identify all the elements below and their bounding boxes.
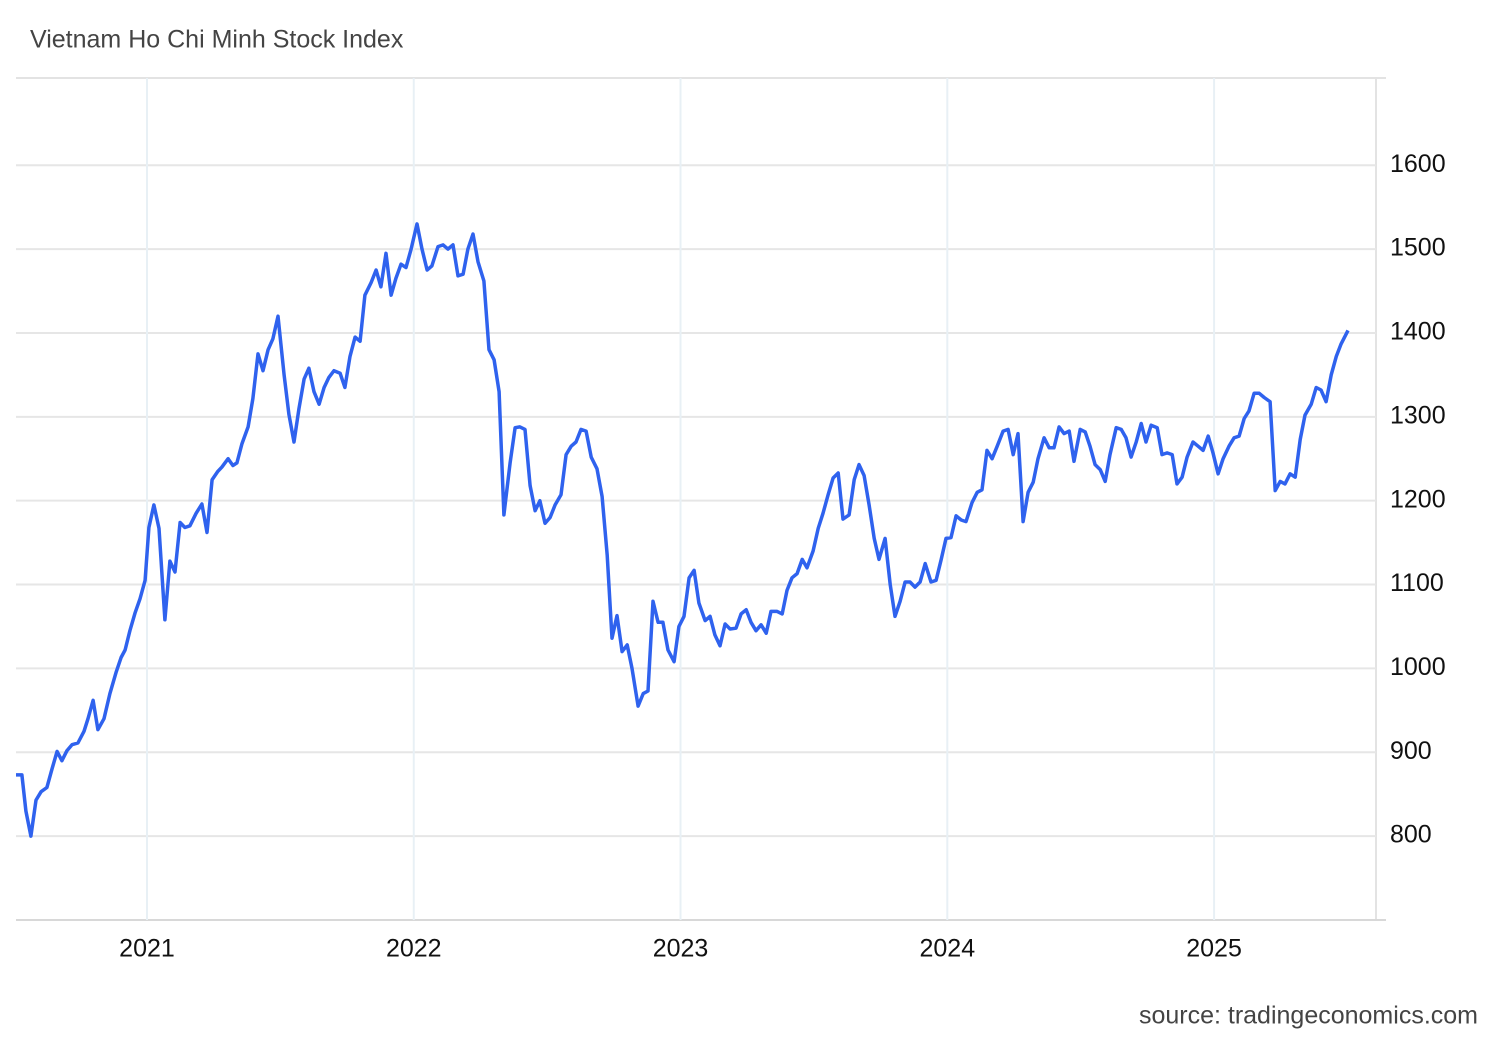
series-line (16, 222, 1350, 838)
y-tick-label: 900 (1390, 737, 1432, 765)
chart-title: Vietnam Ho Chi Minh Stock Index (30, 26, 404, 54)
x-tick-label: 2021 (119, 935, 175, 963)
y-tick-label: 1400 (1390, 318, 1446, 346)
y-tick-label: 1500 (1390, 234, 1446, 262)
source-note: source: tradingeconomics.com (1139, 1002, 1478, 1030)
y-tick-label: 1100 (1390, 569, 1444, 597)
x-tick-label: 2025 (1186, 935, 1242, 963)
y-tick-label: 1300 (1390, 401, 1446, 429)
x-tick-label: 2024 (919, 935, 975, 963)
y-tick-label: 1600 (1390, 150, 1446, 178)
y-tick-label: 1000 (1390, 653, 1446, 681)
x-tick-label: 2022 (386, 935, 442, 963)
x-tick-label: 2023 (653, 935, 709, 963)
y-tick-label: 800 (1390, 821, 1432, 849)
y-tick-label: 1200 (1390, 485, 1446, 513)
